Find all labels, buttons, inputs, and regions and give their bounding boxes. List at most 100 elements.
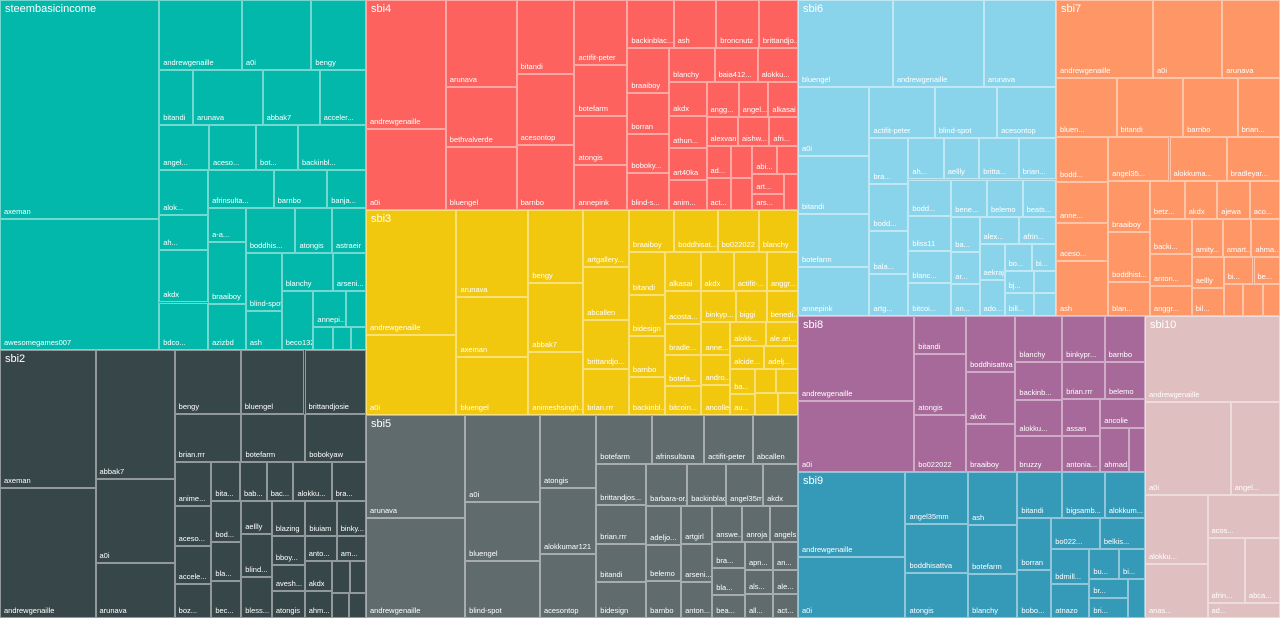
treemap-tile[interactable]: akdx <box>669 81 707 117</box>
treemap-tile[interactable]: ale... <box>773 569 798 594</box>
treemap-tile[interactable]: boddhis... <box>245 208 296 253</box>
treemap-tile[interactable]: blan... <box>1108 281 1150 316</box>
treemap-group-sbi3[interactable]: andrewgenaille a0i arunava axeman bluengel be… <box>366 210 798 415</box>
treemap-tile[interactable]: bitcoin... <box>665 386 702 415</box>
treemap-tile[interactable]: all... <box>744 593 774 618</box>
treemap-tile[interactable]: blanchy <box>281 252 333 292</box>
treemap-tile[interactable]: bdco... <box>159 302 209 350</box>
treemap-tile[interactable]: anroja <box>742 505 771 543</box>
treemap-tile[interactable]: alokku... <box>1145 495 1208 565</box>
treemap-tile[interactable]: bengy <box>528 210 584 283</box>
treemap-tile[interactable]: braaiboy <box>966 424 1016 472</box>
treemap-tile[interactable]: a0i <box>798 400 915 472</box>
treemap-tile[interactable]: blazing <box>271 500 306 536</box>
treemap-tile[interactable]: bobo... <box>1017 569 1052 618</box>
treemap-tile[interactable]: backi... <box>1149 219 1192 254</box>
treemap-tile[interactable]: akdx <box>700 252 734 292</box>
treemap-tile[interactable]: braaiboy <box>208 242 246 304</box>
treemap-tile[interactable]: atongis <box>295 208 333 253</box>
treemap-tile[interactable]: aceso... <box>1056 223 1109 261</box>
treemap-tile[interactable]: alexvan <box>706 116 738 147</box>
treemap-tile[interactable]: bless... <box>241 577 272 618</box>
treemap-tile[interactable]: ah... <box>908 137 944 180</box>
treemap-tile[interactable]: annepink <box>574 164 628 210</box>
treemap-tile[interactable]: botefa... <box>665 355 702 387</box>
treemap-tile[interactable]: barnbo <box>1183 77 1238 137</box>
treemap-tile[interactable]: binky... <box>336 500 366 536</box>
treemap-tile[interactable]: anto... <box>304 535 337 561</box>
treemap-tile[interactable]: borran <box>1017 518 1052 570</box>
treemap-tile[interactable]: brian... <box>1237 77 1280 137</box>
treemap-tile[interactable]: bitandi <box>1017 472 1063 519</box>
treemap-tile[interactable]: andrewgenaille <box>798 472 906 558</box>
treemap-tile[interactable]: barbara-or... <box>646 464 688 506</box>
treemap-tile[interactable]: ancolie <box>1100 399 1145 428</box>
treemap-tile[interactable]: abi... <box>752 146 777 175</box>
treemap-tile[interactable]: belemo <box>1104 362 1145 400</box>
treemap-tile[interactable]: boddhisattva <box>905 524 969 573</box>
treemap-tile[interactable]: apn... <box>744 542 774 570</box>
treemap-tile[interactable]: andrewgenaille <box>366 210 457 335</box>
treemap-tile[interactable]: braaiboy <box>627 48 670 94</box>
treemap-tile[interactable]: akdx <box>159 250 209 303</box>
treemap-tile[interactable]: bra... <box>331 462 366 501</box>
treemap-tile[interactable]: axeman <box>0 0 160 219</box>
treemap-tile[interactable] <box>776 368 798 393</box>
treemap-tile[interactable]: bboy... <box>271 535 305 565</box>
treemap-tile[interactable]: acosta... <box>665 291 702 325</box>
treemap-group-sbi10[interactable]: andrewgenaille a0i angel... alokku... anas..… <box>1145 316 1280 618</box>
treemap-tile[interactable]: alokkum... <box>1104 472 1145 519</box>
treemap-tile[interactable] <box>1263 284 1280 316</box>
treemap-tile[interactable]: andrewgenaille <box>798 316 915 401</box>
treemap-group-sbi2[interactable]: axeman andrewgenaille abbak7 a0i arunava beng… <box>0 350 366 618</box>
treemap-tile[interactable]: arseni... <box>681 544 713 583</box>
treemap-tile[interactable]: am... <box>336 535 366 561</box>
treemap-tile[interactable]: aellly <box>1191 257 1224 288</box>
treemap-tile[interactable]: alokku... <box>293 462 332 501</box>
treemap-tile[interactable]: angel35... <box>1108 136 1170 181</box>
treemap-tile[interactable]: awesomegames007 <box>0 218 160 350</box>
treemap-tile[interactable]: ash <box>673 0 717 49</box>
treemap-tile[interactable]: aellly <box>241 500 272 535</box>
treemap-tile[interactable]: angg... <box>706 81 739 117</box>
treemap-tile[interactable]: barnbo <box>646 581 682 618</box>
treemap-tile[interactable]: a0i <box>798 557 906 618</box>
treemap-tile[interactable] <box>1033 270 1056 294</box>
treemap-tile[interactable]: acesontop <box>516 73 575 145</box>
treemap-tile[interactable]: bethvalverde <box>445 86 517 148</box>
treemap-tile[interactable]: barnbo <box>628 335 666 377</box>
treemap-tile[interactable]: backinbl... <box>297 125 366 170</box>
treemap-tile[interactable]: actifit-peter <box>574 0 628 65</box>
treemap-tile[interactable]: bluengel <box>456 357 529 415</box>
treemap-tile[interactable]: backinbl... <box>628 376 666 415</box>
treemap-group-sbi5[interactable]: arunava andrewgenaille a0i bluengel blind-sp… <box>366 415 798 618</box>
treemap-tile[interactable]: afrinsultana <box>651 415 705 465</box>
treemap-tile[interactable]: bi... <box>1031 243 1056 271</box>
treemap-tile[interactable]: animeshsingh... <box>528 351 584 415</box>
treemap-tile[interactable]: alcide... <box>730 345 765 369</box>
treemap-tile[interactable]: brian.rrr <box>583 369 629 415</box>
treemap-tile[interactable]: angels... <box>770 505 798 543</box>
treemap-tile[interactable]: an... <box>951 283 980 316</box>
treemap-tile[interactable]: abcallen <box>752 415 798 465</box>
treemap-tile[interactable]: arunava <box>983 0 1056 88</box>
treemap-tile[interactable]: afri... <box>769 116 798 147</box>
treemap-tile[interactable]: annepi... <box>313 291 347 327</box>
treemap-tile[interactable]: belkis... <box>1099 518 1145 550</box>
treemap-tile[interactable]: beco132 <box>281 291 314 350</box>
treemap-tile[interactable]: antonia... <box>1062 435 1101 472</box>
treemap-tile[interactable]: ad... <box>1207 603 1280 618</box>
treemap-tile[interactable]: an... <box>773 542 798 570</box>
treemap-tile[interactable]: baia412... <box>714 48 758 82</box>
treemap-tile[interactable]: boddhisat... <box>674 210 718 253</box>
treemap-tile[interactable]: brittandjosie <box>304 350 366 415</box>
treemap-tile[interactable]: a0i <box>366 334 457 415</box>
treemap-tile[interactable]: bab... <box>239 462 267 501</box>
treemap-tile[interactable]: amart... <box>1222 219 1252 258</box>
treemap-tile[interactable]: botefarm <box>241 414 306 463</box>
treemap-tile[interactable]: bitandi <box>159 70 193 126</box>
treemap-tile[interactable]: be... <box>1253 257 1280 285</box>
treemap-tile[interactable]: arunava <box>456 210 529 297</box>
treemap-tile[interactable]: bigsamb... <box>1062 472 1105 519</box>
treemap-tile[interactable]: a0i <box>798 87 870 157</box>
